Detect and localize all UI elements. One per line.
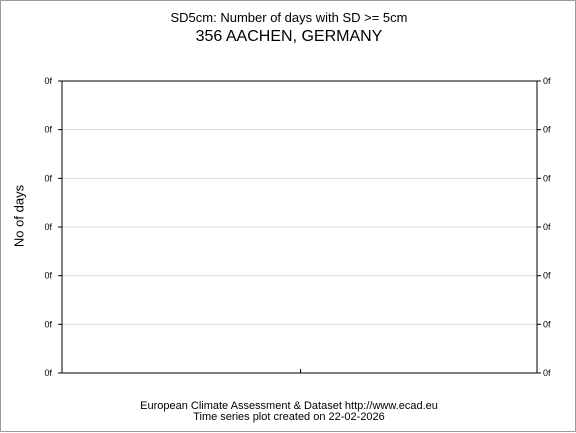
y-tick-label-right: 0f xyxy=(543,222,551,232)
y-tick-label-left: 0f xyxy=(44,222,52,232)
plot-border xyxy=(61,80,538,374)
chart-title: SD5cm: Number of days with SD >= 5cm xyxy=(170,10,408,25)
y-tick-label-left: 0f xyxy=(44,319,52,329)
y-tick-label-right: 0f xyxy=(543,173,551,183)
y-tick-label-right: 0f xyxy=(543,319,551,329)
y-tick-label-right: 0f xyxy=(543,125,551,135)
y-tick-label-right: 0f xyxy=(543,368,551,378)
y-tick-label-right: 0f xyxy=(543,76,551,86)
y-tick-label-left: 0f xyxy=(44,368,52,378)
footer-source: European Climate Assessment & Dataset ht… xyxy=(140,400,438,412)
y-tick-label-right: 0f xyxy=(543,271,551,281)
y-tick-label-left: 0f xyxy=(44,271,52,281)
y-tick-label-left: 0f xyxy=(44,76,52,86)
y-tick-label-left: 0f xyxy=(44,125,52,135)
footer-created: Time series plot created on 22-02-2026 xyxy=(193,411,385,423)
chart-subtitle: 356 AACHEN, GERMANY xyxy=(195,28,383,45)
y-tick-label-left: 0f xyxy=(44,173,52,183)
